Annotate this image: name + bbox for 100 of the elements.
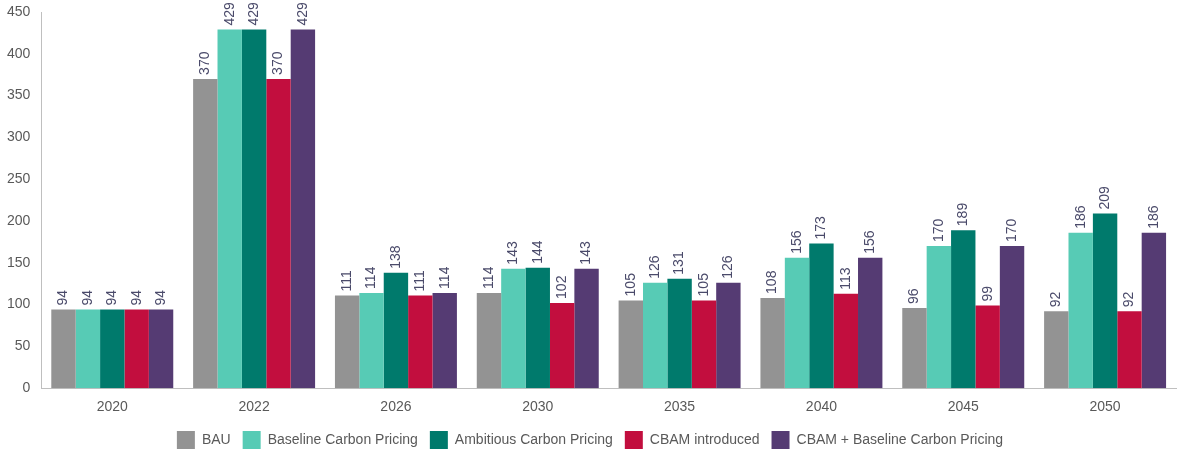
bar: [124, 309, 149, 389]
x-tick-label: 2050: [1089, 398, 1121, 415]
bar: [858, 257, 883, 389]
data-label: 94: [103, 289, 120, 306]
y-tick-label: 350: [7, 86, 31, 103]
data-label: 114: [362, 266, 379, 289]
bar: [501, 268, 526, 389]
bar: [217, 29, 242, 389]
bar: [100, 309, 125, 389]
bar: [643, 282, 668, 389]
data-label: 114: [479, 266, 496, 289]
data-label: 170: [1002, 218, 1019, 243]
bar: [266, 78, 291, 389]
data-label: 156: [861, 230, 878, 254]
bar: [618, 300, 643, 389]
data-label: 96: [905, 288, 922, 304]
data-label: 105: [694, 272, 711, 297]
data-label: 102: [553, 275, 570, 299]
data-label: 113: [836, 267, 853, 290]
data-label: 126: [646, 255, 663, 279]
x-tick-label: 2045: [947, 398, 980, 415]
x-tick-label: 2030: [522, 398, 554, 415]
data-label: 209: [1095, 185, 1112, 210]
data-label: 173: [812, 216, 829, 240]
data-label: 131: [670, 251, 687, 275]
bar: [1141, 232, 1167, 389]
y-tick-label: 50: [14, 337, 31, 354]
bar: [691, 300, 717, 389]
legend-label: CBAM introduced: [649, 430, 760, 447]
bar: [999, 246, 1025, 389]
data-label: 370: [196, 51, 213, 75]
x-tick-label: 2035: [664, 398, 696, 415]
data-label: 138: [386, 245, 403, 269]
data-label: 92: [1047, 291, 1064, 308]
bar: [290, 29, 316, 389]
bar: [432, 292, 457, 389]
bar: [784, 257, 810, 389]
data-label: 111: [411, 269, 428, 292]
bar: [408, 295, 433, 389]
y-tick-label: 100: [7, 295, 31, 312]
bar: [926, 246, 952, 389]
data-label: 170: [929, 218, 946, 243]
bar: [75, 309, 101, 389]
data-label: 92: [1120, 291, 1137, 308]
data-label: 99: [978, 285, 995, 302]
bar: [833, 293, 859, 389]
data-label: 94: [78, 289, 95, 306]
legend-label: Baseline Carbon Pricing: [267, 430, 418, 447]
y-tick-label: 250: [7, 170, 31, 187]
bar: [809, 243, 834, 389]
legend-label: Ambitious Carbon Pricing: [454, 430, 613, 447]
data-label: 126: [719, 255, 736, 279]
data-label: 143: [577, 241, 594, 265]
x-tick-label: 2022: [238, 398, 270, 415]
bar: [667, 278, 692, 389]
data-label: 114: [435, 266, 452, 289]
bar: [1117, 311, 1142, 389]
bar: [193, 78, 218, 389]
data-label: 429: [244, 1, 261, 26]
y-tick-label: 200: [7, 211, 31, 228]
y-tick-label: 450: [7, 2, 31, 19]
data-label: 94: [54, 289, 71, 306]
data-label: 370: [269, 51, 286, 75]
data-label: 189: [954, 202, 971, 227]
data-label: 111: [338, 269, 354, 292]
data-label: 186: [1144, 205, 1161, 229]
bar: [148, 309, 174, 389]
y-tick-label: 0: [22, 379, 31, 396]
y-tick-label: 300: [7, 128, 31, 145]
bar: [951, 230, 976, 389]
data-label: 94: [151, 289, 168, 306]
bar: [241, 29, 267, 389]
bar: [51, 309, 76, 389]
data-label: 156: [787, 230, 804, 254]
x-tick-label: 2020: [96, 398, 129, 415]
legend-label: BAU: [201, 430, 231, 447]
bar: [359, 292, 384, 389]
bar: [760, 297, 785, 389]
bar: [383, 272, 409, 389]
bar: [902, 307, 927, 389]
data-label: 94: [127, 289, 144, 306]
data-label: 144: [528, 240, 545, 264]
bar: [716, 282, 741, 389]
bar: [574, 268, 599, 389]
x-tick-label: 2026: [380, 398, 412, 415]
data-label: 429: [293, 1, 310, 26]
bar: [1068, 232, 1093, 389]
bar: [975, 305, 1000, 389]
bar: [525, 267, 550, 389]
data-label: 105: [621, 272, 638, 297]
bar: [334, 295, 360, 389]
bar: [1044, 311, 1069, 389]
x-tick-label: 2040: [805, 398, 838, 415]
legend-label: CBAM + Baseline Carbon Pricing: [796, 430, 1004, 447]
y-tick-label: 150: [7, 253, 31, 270]
y-tick-label: 400: [7, 44, 31, 61]
data-label: 429: [220, 1, 237, 26]
bar: [549, 302, 575, 389]
bar: [476, 292, 502, 389]
data-label: 143: [504, 241, 521, 265]
